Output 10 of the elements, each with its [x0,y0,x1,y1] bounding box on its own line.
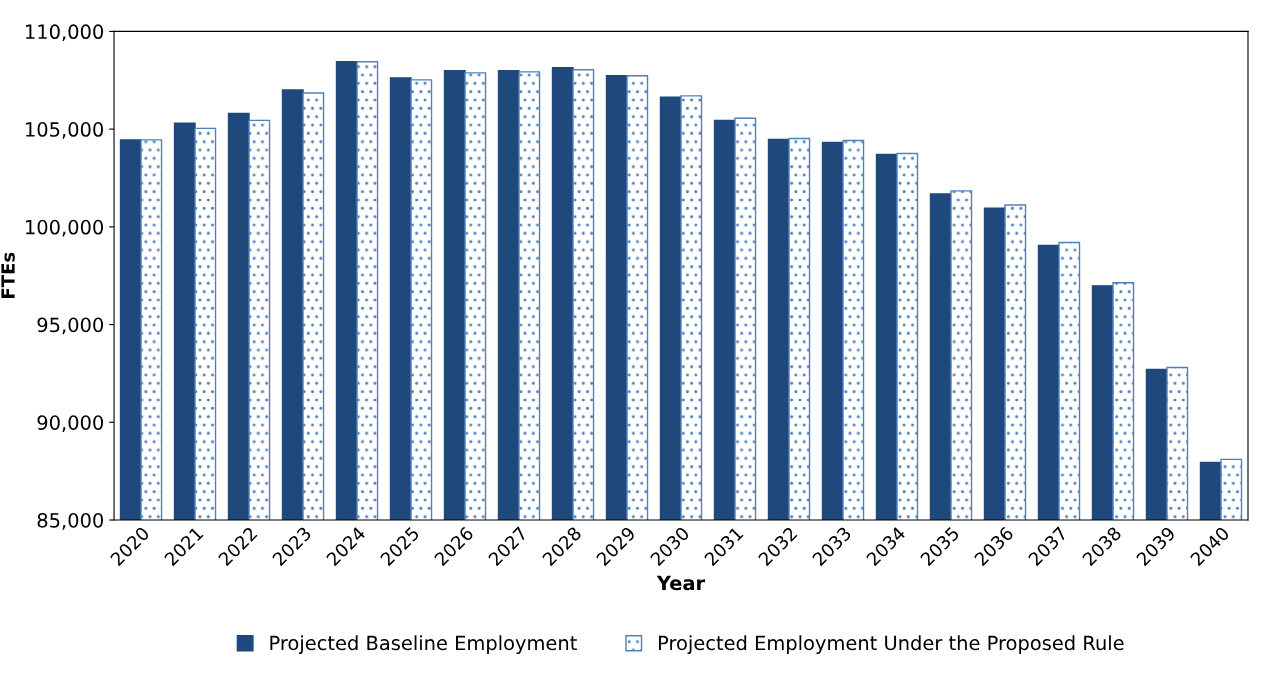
y-tick-label: 100,000 [26,219,104,237]
y-tick-label: 110,000 [26,24,104,42]
y-tick-label: 95,000 [37,317,104,335]
y-axis-title: FTEs [1,252,15,298]
legend-label: Projected Baseline Employment [270,635,577,655]
y-tick-label: 90,000 [37,415,104,432]
legend-label: Projected Employment Under the Proposed Rule [658,635,1124,655]
y-tick-label: 85,000 [37,512,104,530]
y-tick-label: 105,000 [26,122,104,139]
x-axis-title: Year [656,575,706,591]
